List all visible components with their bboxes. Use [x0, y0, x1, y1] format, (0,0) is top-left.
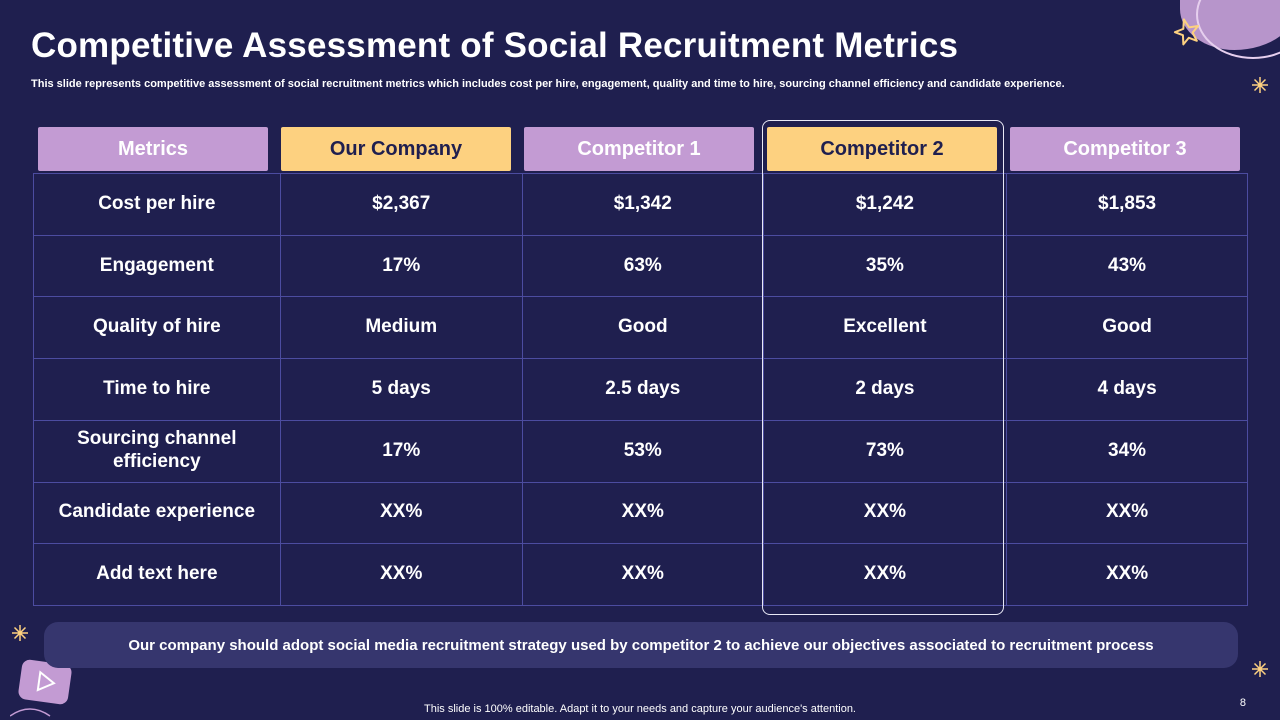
table-row: Sourcing channel efficiency 17% 53% 73% … — [33, 419, 1248, 483]
play-icon — [10, 659, 72, 717]
metric-label: Cost per hire — [33, 173, 281, 236]
table-row: Quality of hire Medium Good Excellent Go… — [33, 296, 1248, 360]
page-number: 8 — [1239, 697, 1246, 709]
metric-label: Candidate experience — [33, 481, 281, 545]
table-cell: $1,342 — [521, 173, 764, 236]
table-cell: 35% — [762, 234, 1008, 298]
table-cell: 2.5 days — [521, 358, 764, 421]
table-cell: 43% — [1006, 234, 1248, 298]
metric-label: Sourcing channel efficiency — [33, 419, 281, 483]
sparkle-icon — [12, 625, 28, 641]
table-cell: 73% — [762, 419, 1008, 483]
star-icon — [1173, 18, 1200, 46]
slide-subtitle: This slide represents competitive assess… — [31, 78, 1065, 90]
table-cell: XX% — [1006, 481, 1248, 545]
table-cell: 53% — [521, 419, 764, 483]
table-cell: XX% — [521, 481, 764, 545]
table-cell: 4 days — [1006, 358, 1248, 421]
table-cell: 17% — [279, 419, 523, 483]
table-cell: Excellent — [762, 296, 1008, 360]
table-cell: 34% — [1006, 419, 1248, 483]
table-cell: XX% — [1006, 543, 1248, 606]
conclusion-banner: Our company should adopt social media re… — [44, 622, 1238, 668]
table-cell: XX% — [279, 543, 523, 606]
header-competitor-3: Competitor 3 — [1010, 127, 1240, 171]
table-cell: 5 days — [279, 358, 523, 421]
table-cell: Medium — [279, 296, 523, 360]
metric-label: Time to hire — [33, 358, 281, 421]
decorative-blob-outline — [1196, 0, 1280, 59]
table-cell: Good — [521, 296, 764, 360]
table-cell: Good — [1006, 296, 1248, 360]
table-cell: $1,853 — [1006, 173, 1248, 236]
footer-note: This slide is 100% editable. Adapt it to… — [424, 703, 856, 715]
table-cell: XX% — [762, 481, 1008, 545]
table-cell: XX% — [279, 481, 523, 545]
header-our-company: Our Company — [281, 127, 511, 171]
sparkle-icon — [1252, 661, 1268, 677]
metric-label: Quality of hire — [33, 296, 281, 360]
table-header-row: Metrics Our Company Competitor 1 Competi… — [33, 127, 1249, 173]
sparkle-icon — [1252, 77, 1268, 93]
table-row: Engagement 17% 63% 35% 43% — [33, 234, 1248, 298]
header-metrics: Metrics — [38, 127, 268, 171]
table-cell: $2,367 — [279, 173, 523, 236]
table-cell: 2 days — [762, 358, 1008, 421]
table-cell: XX% — [762, 543, 1008, 606]
table-row: Cost per hire $2,367 $1,342 $1,242 $1,85… — [33, 173, 1248, 236]
table-cell: 63% — [521, 234, 764, 298]
table-row: Add text here XX% XX% XX% XX% — [33, 543, 1248, 606]
table-cell: 17% — [279, 234, 523, 298]
table-row: Time to hire 5 days 2.5 days 2 days 4 da… — [33, 358, 1248, 421]
header-competitor-1: Competitor 1 — [524, 127, 754, 171]
metric-label: Engagement — [33, 234, 281, 298]
slide-title: Competitive Assessment of Social Recruit… — [31, 26, 959, 65]
table-cell: $1,242 — [762, 173, 1008, 236]
table-cell: XX% — [521, 543, 764, 606]
metric-label: Add text here — [33, 543, 281, 606]
comparison-table: Cost per hire $2,367 $1,342 $1,242 $1,85… — [33, 173, 1248, 606]
table-row: Candidate experience XX% XX% XX% XX% — [33, 481, 1248, 545]
header-competitor-2: Competitor 2 — [767, 127, 997, 171]
